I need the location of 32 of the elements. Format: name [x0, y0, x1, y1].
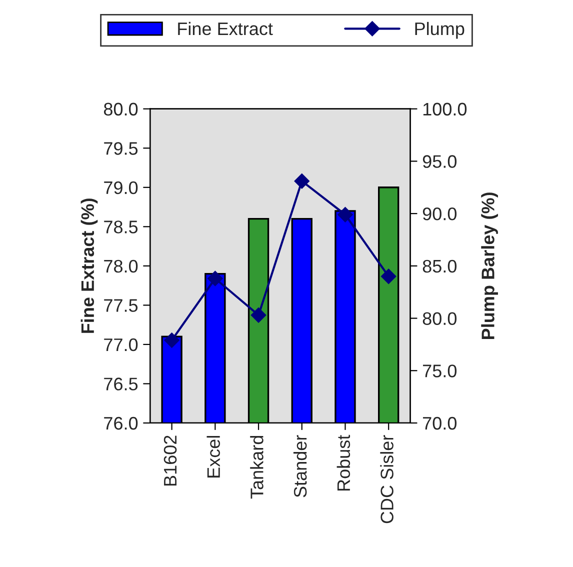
y-tick-label: 79.5: [104, 142, 138, 155]
y-tick-label: 78.0: [104, 260, 138, 273]
y2-tick-label: 80.0: [422, 312, 457, 325]
y2-tick-label: 100.0: [423, 102, 467, 116]
y-axis-title: Fine Extract (%): [80, 198, 98, 333]
legend-label: Fine Extract: [178, 22, 273, 36]
y2-tick-label: 95.0: [422, 155, 457, 168]
x-tick-label: Excel: [206, 436, 220, 478]
y2-tick-label: 70.0: [423, 416, 457, 430]
x-tick-label: CDC Sisler: [380, 435, 394, 524]
x-tick-label: Stander: [293, 435, 307, 498]
x-tick-label: Robust: [336, 434, 350, 491]
point: [164, 332, 180, 348]
point: [381, 268, 396, 284]
point: [208, 270, 223, 286]
y-tick-label: 80.0: [104, 102, 138, 116]
point: [250, 308, 266, 323]
y-tick-label: 76.0: [104, 416, 138, 430]
y-tick-label: 79.0: [104, 181, 138, 194]
y2-axis-title: Plump Barley (%): [481, 192, 498, 339]
x-tick-label: Tankard: [250, 436, 264, 499]
y-tick-label: 77.5: [104, 299, 138, 312]
point: [294, 174, 310, 189]
y-tick-label: 77.0: [104, 338, 138, 352]
x-tick-label: B1602: [164, 436, 177, 486]
y-tick-label: 76.5: [104, 378, 138, 390]
y2-tick-label: 75.0: [423, 364, 457, 378]
y-tick-label: 78.5: [104, 220, 138, 234]
point: [338, 207, 353, 222]
legend-label: Plump: [415, 22, 464, 39]
y2-tick-label: 85.0: [422, 260, 457, 273]
y2-tick-label: 90.0: [422, 208, 457, 220]
